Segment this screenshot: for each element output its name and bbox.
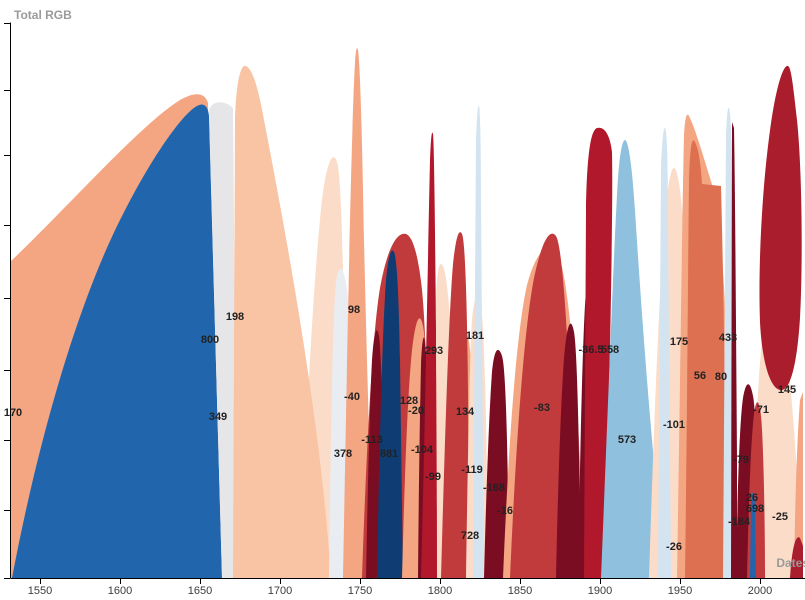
stream-area xyxy=(731,122,737,578)
stream-area xyxy=(685,140,726,579)
x-tick-label: 1550 xyxy=(27,585,53,597)
stream-area xyxy=(484,349,509,578)
stream-area xyxy=(658,127,671,579)
stream-area xyxy=(441,232,469,578)
x-axis-title: Dates xyxy=(776,556,805,570)
stream-area xyxy=(556,323,580,578)
x-tick-label: 1650 xyxy=(187,585,213,597)
y-axis-title: Total RGB xyxy=(14,8,72,22)
x-tick-label: 1700 xyxy=(267,585,293,597)
stream-area xyxy=(759,65,802,391)
x-tick-label: 1950 xyxy=(667,585,693,597)
stream-area xyxy=(790,537,803,578)
stream-area xyxy=(584,127,613,578)
stream-area xyxy=(473,105,484,578)
stream-areas xyxy=(10,48,803,579)
stream-area xyxy=(343,48,373,578)
stream-area xyxy=(377,250,403,578)
x-tick-label: 1750 xyxy=(347,585,373,597)
stream-area xyxy=(233,65,331,578)
stream-area xyxy=(752,299,803,578)
x-tick-label: 1850 xyxy=(507,585,533,597)
axes xyxy=(4,22,805,584)
stream-area xyxy=(794,392,803,578)
x-tick-label: 1900 xyxy=(587,585,613,597)
stream-area xyxy=(601,140,666,578)
x-tick-label: 1800 xyxy=(427,585,453,597)
stream-area xyxy=(12,104,222,578)
x-tick-label: 2000 xyxy=(747,585,773,597)
stream-area xyxy=(421,132,439,578)
stream-area xyxy=(750,492,756,578)
x-tick-label: 1600 xyxy=(107,585,133,597)
stream-area xyxy=(209,102,237,578)
